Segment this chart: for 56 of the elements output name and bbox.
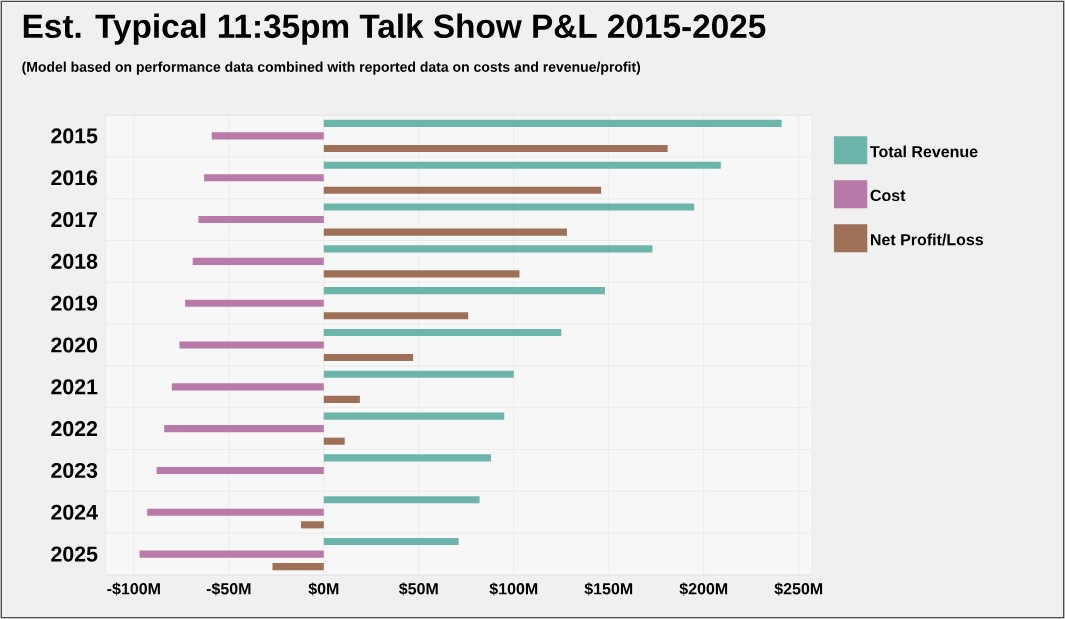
y-tick-label: 2023 bbox=[51, 462, 98, 479]
y-tick-label: 2019 bbox=[51, 295, 98, 311]
bar bbox=[198, 216, 324, 224]
bar bbox=[211, 132, 324, 140]
x-tick-label: $100M bbox=[489, 582, 538, 596]
bar bbox=[323, 245, 653, 253]
bar bbox=[323, 203, 695, 211]
bar bbox=[323, 395, 360, 403]
bar bbox=[323, 354, 414, 362]
bar bbox=[272, 563, 324, 571]
x-tick-label: $0M bbox=[308, 582, 339, 596]
bar bbox=[204, 174, 324, 182]
x-tick-label: $50M bbox=[398, 582, 438, 596]
bar bbox=[323, 270, 520, 278]
legend-label: Cost bbox=[870, 189, 906, 202]
bar bbox=[323, 119, 782, 127]
chart-title: Est. Typical 11:35pm Talk Show P&L 2015-2025 bbox=[23, 13, 766, 45]
x-tick-label: $250M bbox=[774, 582, 823, 596]
y-tick-label: 2025 bbox=[51, 546, 98, 562]
bar bbox=[323, 370, 514, 378]
bar bbox=[323, 228, 567, 236]
bar bbox=[192, 257, 324, 265]
bar bbox=[156, 466, 324, 475]
bar bbox=[185, 299, 324, 307]
chart-subtitle: (Model based on performance data combined with reported data on costs and revenue/profit) bbox=[22, 61, 641, 75]
bar bbox=[147, 508, 324, 516]
y-tick-label: 2024 bbox=[51, 504, 98, 520]
legend-label: Net Profit/Loss bbox=[871, 233, 984, 246]
y-tick-label: 2022 bbox=[51, 421, 98, 437]
bar bbox=[323, 454, 491, 462]
y-tick-label: 2020 bbox=[51, 337, 98, 353]
bar bbox=[323, 437, 345, 445]
legend-label: Total Revenue bbox=[870, 145, 978, 158]
bar bbox=[323, 412, 505, 420]
y-tick-label: 2017 bbox=[51, 212, 97, 228]
x-tick-label: $200M bbox=[679, 582, 728, 596]
bar bbox=[139, 550, 324, 558]
bar bbox=[323, 312, 469, 320]
bar bbox=[179, 341, 324, 349]
bar bbox=[323, 537, 459, 546]
bar bbox=[171, 383, 324, 391]
x-tick-label: $150M bbox=[584, 582, 633, 596]
y-tick-label: 2015 bbox=[51, 128, 98, 144]
y-tick-label: 2018 bbox=[51, 253, 98, 269]
y-tick-label: 2016 bbox=[51, 170, 98, 186]
bar bbox=[301, 521, 324, 529]
bar bbox=[323, 161, 721, 169]
bar bbox=[323, 328, 562, 337]
y-tick-label: 2021 bbox=[51, 379, 98, 395]
x-tick-label: -$100M bbox=[107, 582, 160, 596]
bar bbox=[323, 144, 668, 153]
bar bbox=[323, 186, 602, 194]
bar bbox=[323, 287, 605, 295]
bar bbox=[164, 425, 324, 433]
bar bbox=[323, 496, 480, 504]
x-tick-label: -$50M bbox=[206, 582, 251, 596]
